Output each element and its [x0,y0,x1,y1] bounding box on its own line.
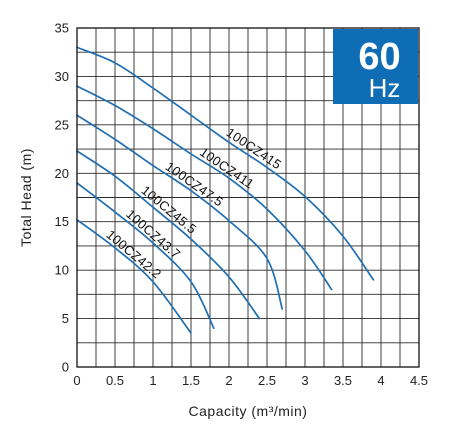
x-tick-label: 0 [73,373,80,388]
frequency-badge: 60 Hz [333,29,418,104]
x-tick-label: 3 [301,373,308,388]
y-tick-label: 5 [62,311,69,326]
curve-line [76,182,215,330]
badge-frequency-unit: Hz [369,73,401,103]
x-tick-label: 2.5 [258,373,276,388]
curve-line [76,114,284,310]
y-tick-label: 25 [55,117,69,132]
x-tick-label: 4.5 [410,373,428,388]
plot-frame [76,27,420,368]
y-axis-title: Total Head (m) [18,148,34,247]
x-tick-label: 2 [225,373,232,388]
y-tick-label: 20 [55,166,69,181]
x-tick-label: 1 [149,373,156,388]
y-tick-label: 0 [62,360,69,375]
curve-labels: 100CZ415100CZ411100CZ47.5100CZ45.5100CZ4… [103,125,284,282]
x-tick-label: 4 [377,373,384,388]
curves [76,46,375,334]
curve-line [76,85,333,291]
x-axis-title: Capacity (m³/min) [189,403,308,419]
y-tick-label: 15 [55,214,69,229]
x-tick-label: 3.5 [334,373,352,388]
badge-background [333,29,418,104]
x-tick-label: 1.5 [182,373,200,388]
y-tick-label: 30 [55,69,69,84]
curve-line [76,218,192,334]
x-tick-labels: 0 0.5 1 1.5 2 2.5 3 3.5 4 4.5 [73,373,428,388]
curve-line [76,46,375,281]
badge-frequency-value: 60 [358,36,400,78]
x-tick-label: 0.5 [106,373,124,388]
y-tick-labels: 0 5 10 15 20 25 30 35 [55,21,69,375]
curve-line [76,150,261,320]
y-tick-label: 35 [55,21,69,36]
y-tick-label: 10 [55,263,69,278]
